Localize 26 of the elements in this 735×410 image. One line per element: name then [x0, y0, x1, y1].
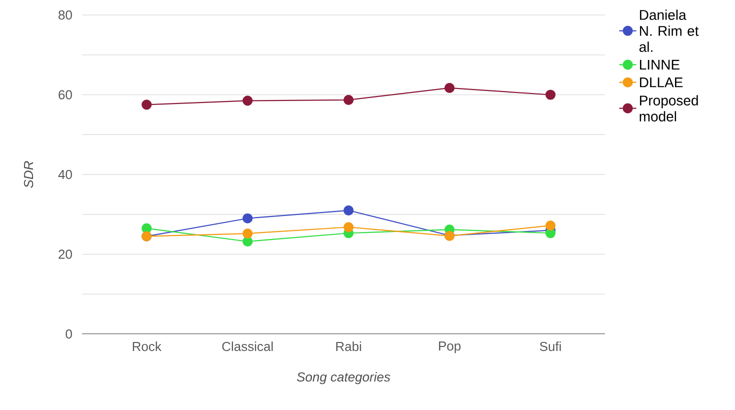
point [545, 220, 556, 231]
point [344, 205, 354, 216]
point [242, 213, 253, 224]
x-tick-label: Pop [439, 342, 461, 354]
point [344, 94, 354, 105]
y-tick-label: 40 [58, 170, 72, 180]
y-tick-label: 80 [58, 10, 72, 20]
point [444, 82, 455, 94]
x-tick-label: Sufi [540, 342, 561, 352]
x-tick-label: Rabi [336, 342, 362, 352]
x-tick-label: Classical [222, 342, 273, 352]
legend-label: Proposed model [640, 95, 698, 122]
x-tick-label: Rock [132, 342, 162, 352]
point [242, 228, 253, 239]
point [142, 100, 152, 110]
y-tick-label: 60 [58, 90, 72, 100]
legend-label: LINNE [640, 60, 680, 70]
y-tick-label: 20 [58, 250, 72, 259]
y-tick-label: 0 [66, 329, 72, 339]
y-axis-title: SDR [24, 161, 34, 188]
legend-label: DLLAE [640, 78, 683, 88]
point [545, 90, 556, 100]
legend-label: Daniela N. Rim et al. [639, 10, 699, 52]
point [344, 222, 354, 232]
point [242, 96, 253, 106]
x-axis-title: Song categories [296, 372, 390, 384]
